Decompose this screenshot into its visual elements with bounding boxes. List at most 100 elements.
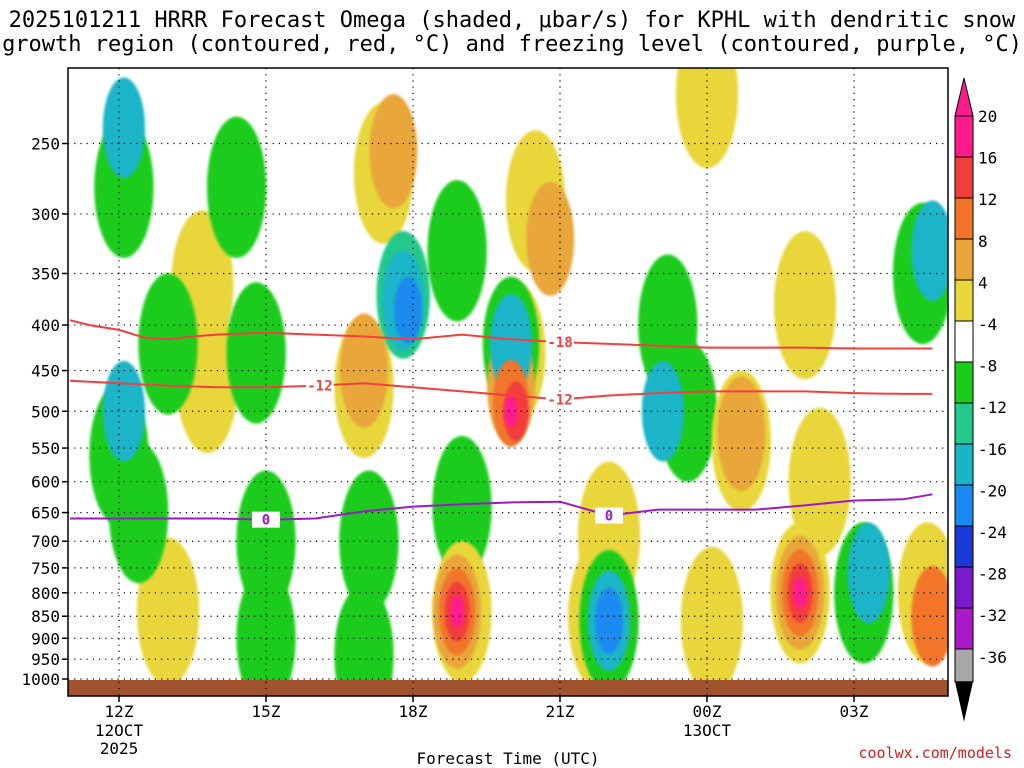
y-tick-label-900: 900 — [31, 629, 60, 648]
omega-cell-36 — [369, 94, 418, 209]
colorbar-swatch-5 — [954, 320, 974, 363]
colorbar-label-7: -12 — [978, 398, 1007, 417]
omega-cell-50 — [911, 200, 948, 301]
omega-cell-38 — [526, 181, 575, 296]
freezing-level-label-1: 0 — [605, 509, 613, 525]
colorbar-swatch-0 — [954, 115, 974, 158]
colorbar-label-0: 20 — [978, 107, 997, 126]
colorbar-swatch-7 — [954, 402, 974, 445]
x-tick-label-03Z: 03Z — [840, 702, 869, 721]
colorbar-label-13: -36 — [978, 648, 1007, 667]
y-tick-label-650: 650 — [31, 504, 60, 523]
freezing-level-label-bg-1 — [595, 507, 623, 524]
omega-cell-6 — [680, 546, 743, 695]
colorbar-swatch-gray — [954, 648, 974, 683]
colorbar-label-2: 12 — [978, 190, 997, 209]
temperature-contours: -18 -12 -12 0 0 — [69, 319, 933, 529]
colorbar-label-5: -4 — [978, 315, 997, 334]
dgz-minus12-line — [69, 379, 933, 401]
omega-cell-51 — [911, 566, 948, 667]
freezing-level-label-0: 0 — [262, 513, 270, 529]
y-tick-label-600: 600 — [31, 473, 60, 492]
omega-cell-41 — [717, 376, 766, 491]
colorbar-swatch-8 — [954, 443, 974, 486]
colorbar-top-arrow — [954, 77, 974, 117]
x-tick-sublabel-00Z-0: 13OCT — [683, 721, 732, 740]
colorbar-swatch-6 — [954, 361, 974, 404]
dgz-minus18-label-0: -18 — [547, 335, 572, 351]
x-tick-sublabel-12Z-1: 2025 — [100, 739, 139, 758]
dgz-minus18-label-bg-0 — [546, 334, 574, 351]
chart-title-line2: growth region (contoured, red, °C) and f… — [2, 32, 1022, 57]
y-tick-label-950: 950 — [31, 650, 60, 669]
ground-layer — [68, 680, 948, 696]
dgz-minus12-label-1: -12 — [547, 392, 572, 408]
omega-cell-37 — [340, 313, 388, 428]
colorbar-label-8: -16 — [978, 440, 1007, 459]
y-tick-label-800: 800 — [31, 584, 60, 603]
colorbar-swatch-3 — [954, 238, 974, 281]
omega-cell-61 — [450, 595, 464, 628]
colorbar-swatch-10 — [954, 525, 974, 568]
omega-cell-15 — [236, 470, 296, 612]
colorbar-label-10: -24 — [978, 523, 1007, 542]
omega-cell-14 — [226, 282, 286, 424]
omega-cell-49 — [847, 522, 890, 624]
dgz-minus12-label-bg-0 — [305, 377, 334, 394]
colorbar: 20 16 12 8 4 -4 -8 -12 -16 -20 -24 -28 -32 -36 — [954, 77, 1007, 722]
x-tick-label-12Z: 12Z — [105, 702, 134, 721]
omega-cell-18 — [427, 180, 487, 322]
omega-cell-24 — [432, 435, 492, 578]
y-tick-label-500: 500 — [31, 402, 60, 421]
chart-title-line1: 2025101211 HRRR Forecast Omega (shaded, … — [8, 8, 1016, 33]
colorbar-swatch-11 — [954, 566, 974, 609]
omega-cell-7 — [788, 407, 851, 556]
colorbar-label-9: -20 — [978, 481, 1007, 500]
omega-cell-55 — [394, 277, 423, 344]
y-tick-label-850: 850 — [31, 607, 60, 626]
y-tick-label-550: 550 — [31, 439, 60, 458]
dgz-minus12-label-0: -12 — [307, 378, 332, 394]
omega-cell-10 — [206, 116, 267, 258]
colorbar-bottom-arrow — [955, 681, 973, 722]
omega-cell-13 — [138, 273, 198, 415]
omega-cell-20 — [339, 470, 399, 612]
omega-cell-60 — [504, 395, 518, 428]
dgz-minus12-label-bg-1 — [546, 391, 574, 408]
colorbar-label-1: 16 — [978, 149, 997, 168]
x-tick-sublabel-12Z-0: 12OCT — [95, 721, 144, 740]
freezing-level-label-bg-0 — [252, 511, 280, 528]
colorbar-swatch-2 — [954, 197, 974, 240]
omega-cell-43 — [102, 77, 145, 178]
omega-shading — [89, 68, 948, 696]
y-tick-label-400: 400 — [31, 316, 60, 335]
y-tick-label-250: 250 — [31, 135, 60, 154]
plot-frame — [67, 67, 949, 697]
freezing-level-line — [70, 493, 933, 521]
colorbar-label-6: -8 — [978, 357, 997, 376]
colorbar-swatch-4 — [954, 279, 974, 322]
omega-cell-8 — [773, 231, 837, 380]
site-credit: coolwx.com/models — [858, 744, 1012, 762]
colorbar-label-4: 4 — [978, 273, 988, 292]
y-tick-label-700: 700 — [31, 532, 60, 551]
omega-cell-21 — [334, 584, 394, 696]
omega-cell-48 — [641, 361, 684, 462]
y-tick-label-1000: 1000 — [21, 670, 60, 689]
y-tick-label-450: 450 — [31, 362, 60, 381]
x-tick-label-18Z: 18Z — [399, 702, 428, 721]
colorbar-swatch-1 — [954, 156, 974, 199]
colorbar-label-11: -28 — [978, 565, 1007, 584]
y-tick-label-300: 300 — [31, 205, 60, 224]
omega-cell-12 — [108, 441, 169, 584]
x-tick-label-15Z: 15Z — [252, 702, 281, 721]
colorbar-swatch-9 — [954, 484, 974, 527]
x-tick-label-21Z: 21Z — [546, 702, 575, 721]
y-tick-label-750: 750 — [31, 559, 60, 578]
dgz-minus18-line — [69, 319, 933, 350]
omega-cell-56 — [595, 587, 623, 654]
pressure-axis: 250 300 350 400 450 500 550 600 650 700 750 800 850 9… — [21, 135, 68, 689]
omega-cell-5 — [675, 68, 739, 169]
